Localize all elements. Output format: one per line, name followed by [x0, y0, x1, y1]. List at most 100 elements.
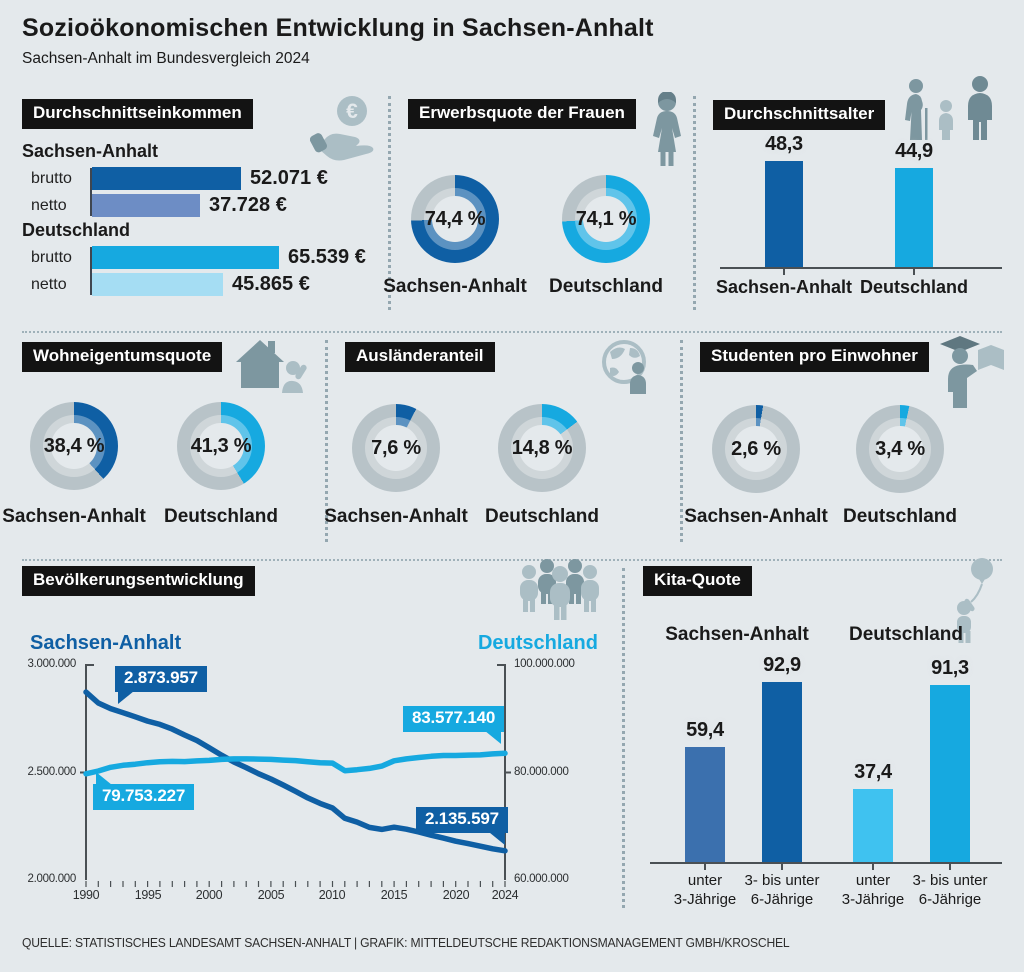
callout-sa-end: 2.135.597	[416, 807, 508, 845]
page-title: Sozioökonomischen Entwicklung in Sachsen…	[22, 14, 654, 42]
x-axis-label: 1990	[72, 888, 100, 902]
ownership-heading: Wohneigentumsquote	[22, 342, 223, 372]
donut-label: Deutschland	[163, 506, 279, 527]
people-icon	[520, 559, 599, 620]
axis-tick	[781, 864, 783, 870]
euro-hand-icon: €	[310, 96, 374, 161]
label-line: 6-Jährige	[918, 890, 982, 908]
divider-vertical	[388, 96, 391, 310]
income-bars: brutto 52.071 € netto 37.728 €	[22, 167, 392, 217]
income-group-sachsen-anhalt: Sachsen-Anhalt brutto 52.071 € netto 37.…	[22, 141, 392, 217]
foreigners-heading: Ausländeranteil	[345, 342, 495, 372]
donut-students-deutschland: 3,4 %	[856, 405, 944, 493]
students-heading: Studenten pro Einwohner	[700, 342, 929, 372]
callout-value: 79.753.227	[102, 786, 186, 805]
callout-sa-start: 2.873.957	[115, 666, 207, 704]
bar-value: 59,4	[686, 719, 724, 741]
donut-foreigners-sachsen-anhalt: 7,6 %	[352, 404, 440, 492]
donut-value: 14,8 %	[511, 436, 573, 459]
legend-deutschland: Deutschland	[477, 632, 598, 654]
legend-sachsen-anhalt: Sachsen-Anhalt	[30, 632, 182, 654]
x-axis-label: 2000	[195, 888, 223, 902]
divider-vertical	[680, 340, 683, 542]
bar-label-netto: netto	[31, 275, 67, 293]
age-bar-unit-sachsen-anhalt: 48,3	[765, 133, 803, 267]
bar-age-sachsen-anhalt	[765, 161, 803, 267]
graduate-icon	[940, 336, 1004, 408]
bar-value: 92,9	[763, 654, 801, 676]
kita-group-label: Deutschland	[848, 624, 964, 645]
x-axis-label: 2005	[257, 888, 285, 902]
donut-label: Sachsen-Anhalt	[2, 506, 146, 527]
kita-bar-unit: 37,4	[853, 761, 893, 862]
population-heading: Bevölkerungsentwicklung	[22, 566, 255, 596]
donut-employment-sachsen-anhalt: 74,4 %	[411, 175, 499, 263]
donut-value: 41,3 %	[190, 434, 252, 457]
bar-label-brutto: brutto	[31, 169, 72, 187]
donut-students-sachsen-anhalt: 2,6 %	[712, 405, 800, 493]
source-credit: QUELLE: STATISTISCHES LANDESAMT SACHSEN-…	[22, 936, 790, 950]
label-line: 3-Jährige	[673, 890, 737, 908]
donut-value: 74,4 %	[424, 207, 486, 230]
house-icon	[236, 340, 307, 393]
divider-vertical	[622, 568, 625, 908]
population-line-deutschland	[83, 750, 508, 777]
woman-icon	[653, 92, 681, 166]
bar-kita-sa-unter3	[685, 747, 725, 862]
left-axis	[85, 664, 94, 880]
x-axis-label: 2020	[442, 888, 470, 902]
bar-value: 52.071 €	[250, 167, 328, 189]
bar-value: 91,3	[931, 657, 969, 679]
bar-label-brutto: brutto	[31, 248, 72, 266]
family-icon	[905, 76, 992, 140]
donut-employment-deutschland: 74,1 %	[562, 175, 650, 263]
kita-category-label: unter 3-Jährige	[674, 872, 737, 910]
donut-label: Deutschland	[548, 276, 664, 297]
x-axis-label: 1995	[134, 888, 162, 902]
donut-value: 3,4 %	[875, 437, 925, 460]
group-label: Deutschland	[22, 220, 131, 240]
divider-horizontal	[22, 559, 1002, 561]
x-axis-label: 2024	[491, 888, 519, 902]
group-label: Sachsen-Anhalt	[22, 141, 159, 161]
kita-bar-unit: 92,9	[762, 654, 802, 862]
callout-value: 2.873.957	[124, 668, 198, 687]
axis-tick	[704, 864, 706, 870]
label-line: unter	[855, 872, 891, 889]
kita-bar-unit: 91,3	[930, 657, 970, 862]
y-axis-label: 2.500.000	[27, 766, 77, 778]
callout-value: 83.577.140	[412, 708, 496, 727]
bar-kita-sa-3bis6	[762, 682, 802, 862]
bar-value: 37.728 €	[209, 194, 287, 216]
donut-value: 74,1 %	[575, 207, 637, 230]
kita-bar-unit: 59,4	[685, 719, 725, 862]
label-line: unter	[687, 872, 723, 889]
x-axis-label: 2015	[380, 888, 408, 902]
label-line: 3-Jährige	[841, 890, 905, 908]
age-bar-unit-deutschland: 44,9	[895, 140, 933, 267]
population-line-chart	[80, 664, 511, 887]
label-line: 3- bis unter	[912, 872, 988, 889]
donut-label: Deutschland	[842, 506, 958, 527]
donut-value: 7,6 %	[371, 436, 421, 459]
employment-heading: Erwerbsquote der Frauen	[408, 99, 636, 129]
kita-category-label: unter 3-Jährige	[842, 872, 905, 910]
y-axis-label: 60.000.000	[514, 873, 569, 885]
kita-group-label: Sachsen-Anhalt	[665, 624, 809, 645]
bar-sa-netto	[92, 194, 200, 217]
bar-value: 44,9	[895, 140, 933, 162]
callout-value: 2.135.597	[425, 809, 499, 828]
label-line: 3- bis unter	[744, 872, 820, 889]
donut-label: Sachsen-Anhalt	[383, 276, 527, 297]
population-line-sachsen-anhalt	[83, 689, 508, 854]
kita-axis	[650, 862, 1002, 864]
x-axis-label: 2010	[318, 888, 346, 902]
bar-label-netto: netto	[31, 196, 67, 214]
kita-category-label: 3- bis unter 6-Jährige	[912, 872, 987, 910]
bar-sa-brutto	[92, 167, 241, 190]
age-axis	[720, 267, 1002, 269]
axis-tick	[913, 269, 915, 275]
bar-value: 48,3	[765, 133, 803, 155]
kita-category-label: 3- bis unter 6-Jährige	[744, 872, 819, 910]
child-balloon-icon	[957, 558, 993, 643]
